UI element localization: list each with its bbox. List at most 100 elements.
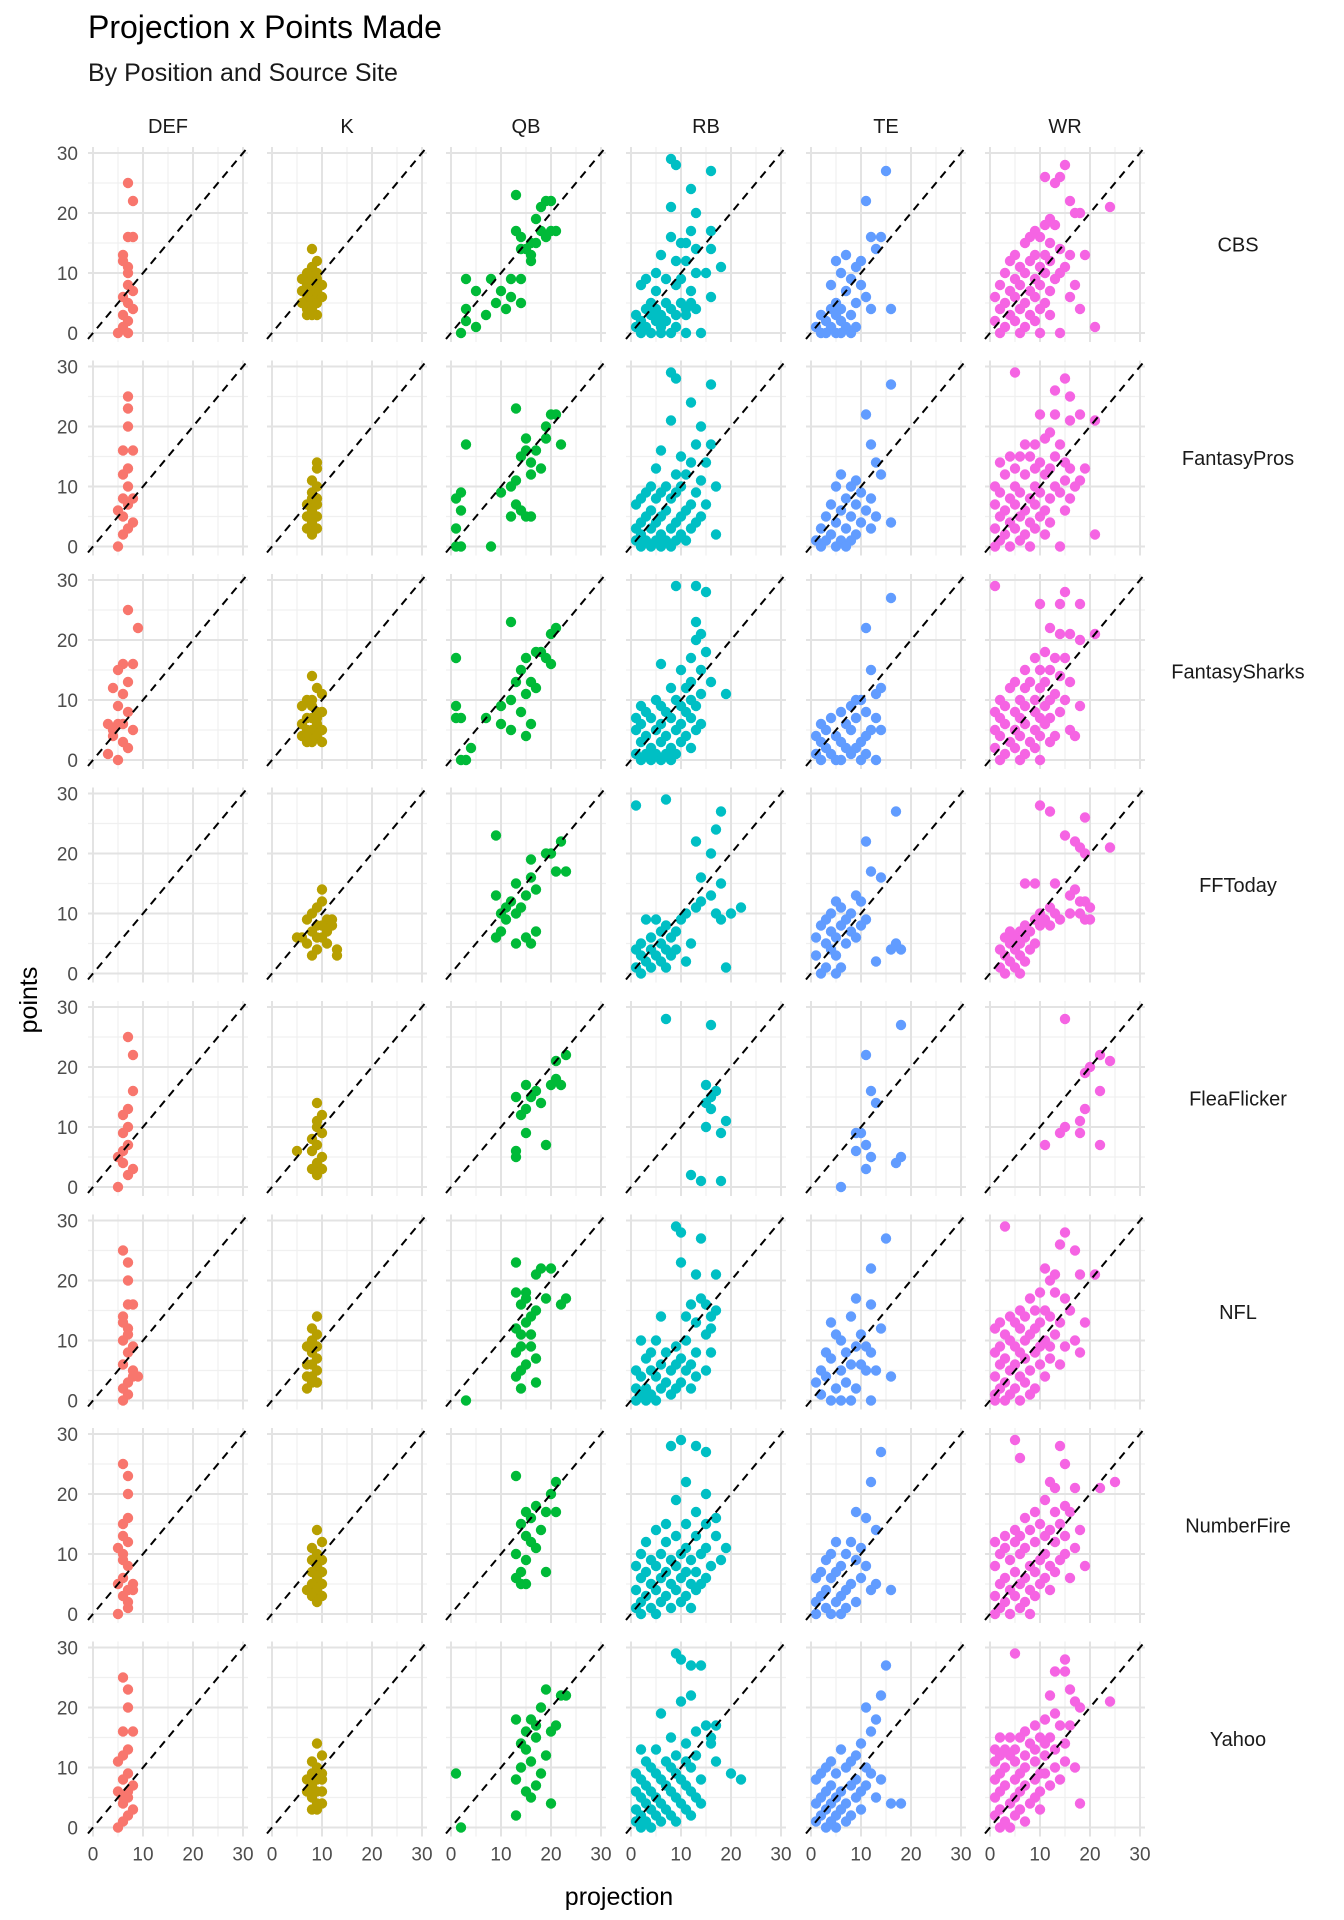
x-tick-label: 10 <box>132 1845 153 1866</box>
data-point <box>560 1690 572 1701</box>
data-point <box>1009 1536 1021 1548</box>
data-point <box>650 1524 662 1536</box>
data-point <box>720 1542 732 1554</box>
y-tick-label: 20 <box>57 1485 78 1506</box>
data-point <box>127 303 139 315</box>
data-point <box>540 1139 552 1151</box>
data-point <box>306 1323 318 1334</box>
data-point <box>630 724 642 736</box>
data-point <box>885 1584 897 1596</box>
data-point <box>870 754 882 766</box>
data-point <box>1054 914 1066 925</box>
data-point <box>306 1145 318 1157</box>
data-point <box>999 1221 1011 1232</box>
data-point <box>510 189 522 201</box>
data-point <box>1009 523 1021 534</box>
data-point <box>1039 1530 1051 1542</box>
data-point <box>845 273 857 285</box>
data-point <box>845 309 857 321</box>
data-point <box>835 1744 847 1755</box>
data-point <box>670 1560 682 1572</box>
data-point <box>1074 700 1086 712</box>
data-point <box>885 303 897 315</box>
data-point <box>999 718 1011 730</box>
data-point <box>540 1566 552 1578</box>
data-point <box>675 664 687 676</box>
data-point <box>505 511 517 522</box>
data-point <box>535 1097 547 1109</box>
data-point <box>132 622 144 634</box>
panel-fftoday-wr <box>984 786 1146 983</box>
data-point <box>1064 391 1076 402</box>
data-point <box>1064 628 1076 640</box>
data-point <box>530 1353 542 1364</box>
data-point <box>470 321 482 333</box>
data-point <box>835 902 847 913</box>
data-point <box>845 748 857 760</box>
panel-fantasysharks-qb <box>445 573 607 769</box>
data-point <box>845 1359 857 1370</box>
data-point <box>850 1293 862 1304</box>
x-axis-title: projection <box>565 1883 673 1911</box>
data-point <box>515 451 527 462</box>
data-point <box>490 932 502 943</box>
data-point <box>510 1714 522 1725</box>
panel-fleaflicker-k <box>266 1000 428 1196</box>
data-point <box>520 1127 532 1139</box>
data-point <box>670 1494 682 1506</box>
data-point <box>999 267 1011 279</box>
data-point <box>112 1756 124 1767</box>
y-tick-label: 30 <box>57 1639 78 1660</box>
data-point <box>1059 1227 1071 1238</box>
data-point <box>1064 1572 1076 1584</box>
data-point <box>1064 195 1076 207</box>
data-point <box>695 1233 707 1244</box>
data-point <box>117 469 129 480</box>
data-point <box>865 1584 877 1596</box>
data-point <box>860 1139 872 1151</box>
data-point <box>870 712 882 724</box>
data-point <box>1054 487 1066 498</box>
data-point <box>855 1572 867 1584</box>
data-point <box>705 243 717 255</box>
data-point <box>840 493 852 504</box>
y-tick-label: 20 <box>57 1699 78 1720</box>
data-point <box>1034 327 1046 339</box>
data-point <box>450 541 462 552</box>
data-point <box>1009 1566 1021 1578</box>
y-tick-label: 10 <box>57 905 78 926</box>
panel-cbs-te <box>805 146 967 342</box>
data-point <box>515 664 527 676</box>
data-point <box>1034 920 1046 931</box>
data-point <box>490 830 502 841</box>
data-point <box>870 511 882 522</box>
data-point <box>311 1311 323 1322</box>
panel-yahoo-rb: 0 10 20 30 <box>625 1640 792 1866</box>
data-point <box>840 1548 852 1560</box>
data-point <box>820 1822 832 1833</box>
data-point <box>127 1085 139 1097</box>
data-point <box>690 303 702 315</box>
data-point <box>825 1353 837 1364</box>
data-point <box>1074 1702 1086 1713</box>
data-point <box>1079 848 1091 859</box>
data-point <box>705 1311 717 1322</box>
data-point <box>1049 385 1061 396</box>
data-point <box>1019 1311 1031 1322</box>
data-point <box>1014 1602 1026 1614</box>
data-point <box>695 1798 707 1809</box>
data-point <box>650 463 662 474</box>
data-point <box>680 469 692 480</box>
data-point <box>830 932 842 943</box>
data-point <box>690 267 702 279</box>
data-point <box>830 1768 842 1779</box>
data-point <box>525 1756 537 1767</box>
data-point <box>495 700 507 712</box>
data-point <box>1029 291 1041 303</box>
data-point <box>989 1347 1001 1358</box>
strip-label-wr: WR <box>1048 116 1081 138</box>
data-point <box>685 1554 697 1566</box>
x-tick-label: 10 <box>311 1845 332 1866</box>
data-point <box>1029 463 1041 474</box>
data-point <box>520 1079 532 1091</box>
